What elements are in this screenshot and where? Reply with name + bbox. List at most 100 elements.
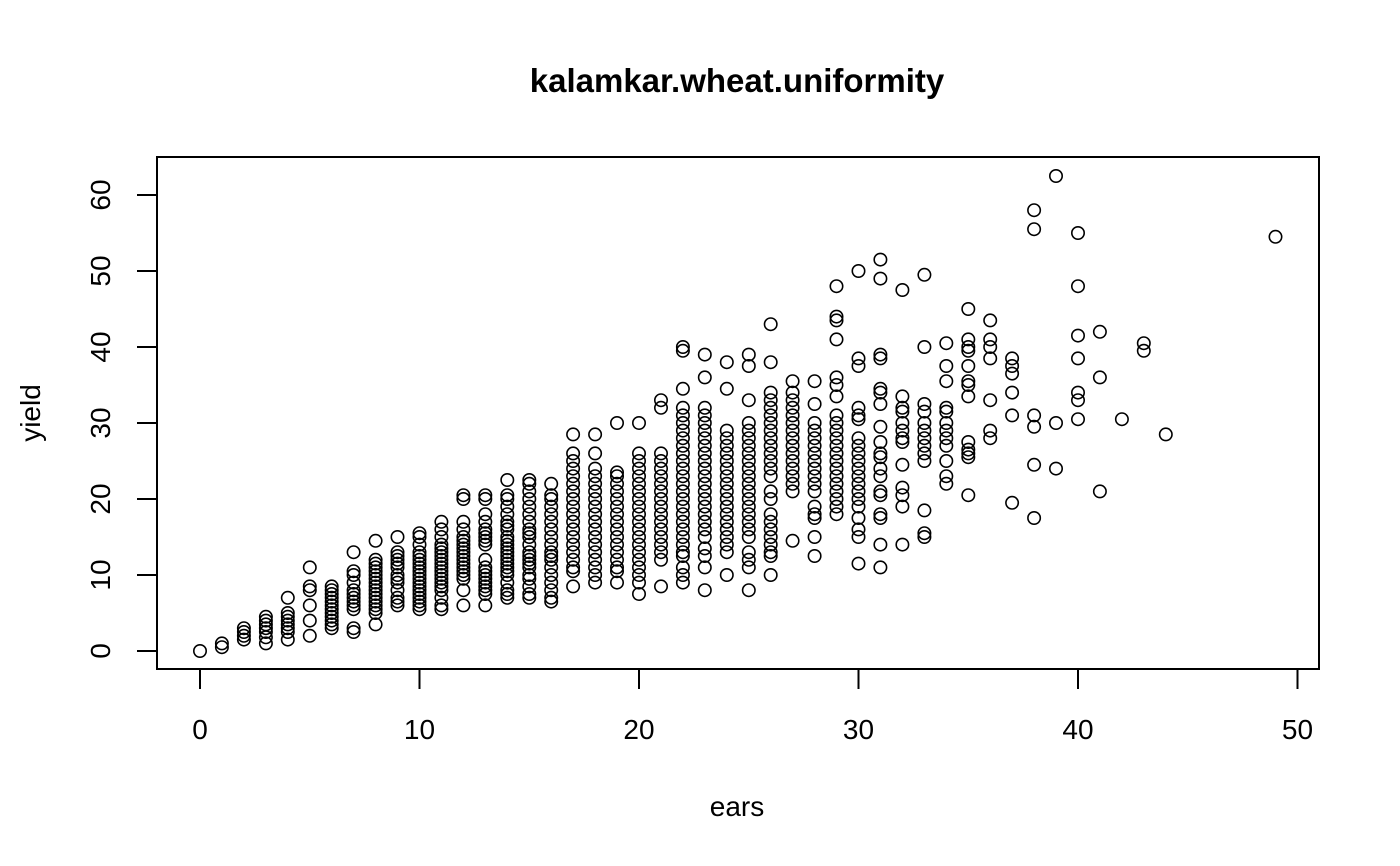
data-point [697,541,712,556]
data-point [390,552,405,567]
data-point [456,533,471,548]
data-point [653,499,668,514]
data-point [917,423,932,438]
data-point [675,408,690,423]
data-point [500,537,515,552]
data-point [346,545,361,560]
data-point [807,548,822,563]
data-point [895,400,910,415]
data-point [851,476,866,491]
data-point [631,469,646,484]
data-point [434,541,449,556]
data-point [829,309,844,324]
data-point [829,461,844,476]
data-point [653,514,668,529]
data-point [566,476,581,491]
data-point [412,594,427,609]
data-point [412,575,427,590]
data-point [895,488,910,503]
data-point [785,408,800,423]
data-point [478,537,493,552]
data-point [478,529,493,544]
data-point [500,491,515,506]
data-point [434,602,449,617]
data-point [390,545,405,560]
x-tick-label: 20 [623,714,654,745]
data-point [478,560,493,575]
x-tick-label: 50 [1282,714,1313,745]
data-point [873,446,888,461]
data-point [939,404,954,419]
data-point [1136,343,1151,358]
data-point [763,431,778,446]
data-point [588,427,603,442]
data-point [346,575,361,590]
data-point [1092,370,1107,385]
data-point [719,461,734,476]
data-point [851,453,866,468]
data-point [917,446,932,461]
data-point [1158,427,1173,442]
data-point [763,469,778,484]
data-point [412,552,427,567]
data-point [258,609,273,624]
data-point [741,507,756,522]
data-point [829,484,844,499]
data-point [434,564,449,579]
data-point [719,537,734,552]
data-point [719,446,734,461]
data-point [697,408,712,423]
data-point [763,423,778,438]
x-axis: 0 10 20 30 40 50 [192,668,1313,745]
data-point [961,374,976,389]
data-point [500,529,515,544]
data-point [675,453,690,468]
data-point [807,396,822,411]
data-point [631,499,646,514]
data-point [873,537,888,552]
data-point [873,271,888,286]
data-point [763,355,778,370]
data-point [368,598,383,613]
data-point [1027,457,1042,472]
data-point [763,484,778,499]
data-point [500,545,515,560]
data-point [851,400,866,415]
data-point [873,252,888,267]
data-point [741,347,756,362]
data-point [631,484,646,499]
data-point [1049,461,1064,476]
data-point [544,548,559,563]
data-point [631,537,646,552]
data-point [566,469,581,484]
data-point [1071,412,1086,427]
data-point [609,507,624,522]
data-point [961,343,976,358]
data-point [566,491,581,506]
data-point [983,351,998,366]
data-point [939,469,954,484]
data-point [456,522,471,537]
data-point [544,594,559,609]
data-point [346,594,361,609]
data-point [895,431,910,446]
data-point [763,507,778,522]
data-point [368,533,383,548]
data-point [917,453,932,468]
data-point [1071,393,1086,408]
data-point [588,529,603,544]
data-point [675,476,690,491]
data-point [939,438,954,453]
data-point [434,579,449,594]
data-point [280,605,295,620]
data-point [368,575,383,590]
data-point [434,514,449,529]
data-point [368,556,383,571]
data-point [741,529,756,544]
data-point [917,404,932,419]
data-point [609,575,624,590]
data-point [631,586,646,601]
data-point [697,446,712,461]
data-point [544,476,559,491]
data-point [653,446,668,461]
